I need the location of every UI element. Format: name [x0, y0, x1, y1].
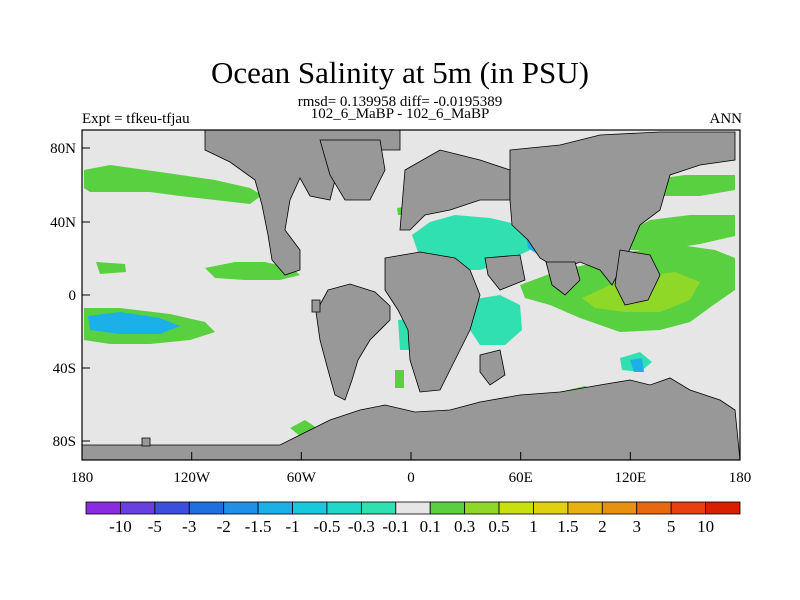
land-asia	[509, 131, 736, 286]
colorbar-swatch	[326, 501, 362, 515]
colorbar-label: 5	[667, 517, 676, 536]
map-title: Ocean Salinity at 5m (in PSU)	[211, 55, 589, 90]
colorbar-swatch	[188, 501, 225, 515]
colorbar-labels: -10 -5 -3 -2 -1.5 -1 -0.5 -0.3 -0.1 0.1 0.3 0.5 1 1.5…	[109, 517, 714, 536]
colorbar-swatch	[533, 501, 569, 515]
colorbar-label: -1	[285, 517, 299, 536]
colorbar-label: 1	[529, 517, 538, 536]
anomaly-atlantic-south	[395, 370, 404, 388]
map-subtitle-experiment: 102_6_MaBP - 102_6_MaBP	[310, 106, 490, 122]
map-subtitle-stats: rmsd= 0.139958 diff= -0.0195389	[297, 94, 503, 110]
anomaly-indian-west-cyan	[470, 295, 522, 345]
land-island-pacific	[141, 437, 151, 447]
land-island-atlantic	[311, 299, 321, 313]
colorbar-label: 3	[632, 517, 641, 536]
colorbar-label: -2	[217, 517, 231, 536]
anomaly-tropical-pacific	[205, 262, 300, 280]
colorbar-label: 2	[598, 517, 607, 536]
y-tick-label: 40N	[50, 215, 76, 231]
y-axis-ticks	[82, 147, 90, 442]
land-australia	[614, 249, 661, 306]
x-tick-label: 120W	[173, 470, 211, 486]
colorbar-swatch	[567, 501, 603, 515]
anomaly-south-pacific-cyan	[88, 312, 180, 334]
colorbar-label: 1.5	[557, 517, 578, 536]
land-europe	[399, 149, 511, 231]
colorbar-swatch	[85, 501, 121, 515]
colorbar-swatch	[257, 501, 293, 515]
colorbar-swatch	[360, 501, 397, 515]
land-greenland	[319, 139, 386, 201]
colorbar-swatch	[498, 501, 534, 515]
land-india	[545, 261, 581, 296]
y-tick-label: 0	[69, 288, 77, 304]
y-tick-labels: 80N 40N 0 40S 80S	[50, 141, 76, 450]
x-axis-ticks	[81, 452, 741, 460]
colorbar-swatch	[429, 501, 466, 515]
colorbar-label: -0.3	[348, 517, 375, 536]
colorbar-label: -5	[148, 517, 162, 536]
colorbar-swatch	[395, 501, 431, 515]
anomaly-east-asia	[624, 215, 735, 250]
x-tick-label: 180	[729, 470, 752, 486]
colorbar-label: 0.5	[488, 517, 509, 536]
colorbar-swatch	[601, 501, 638, 515]
land-south-america	[315, 283, 391, 401]
land-antarctica	[81, 377, 741, 461]
colorbar-label: -3	[182, 517, 196, 536]
land-africa	[384, 251, 481, 393]
season-label: ANN	[709, 111, 743, 127]
land-masses	[81, 129, 741, 461]
y-tick-label: 40S	[53, 361, 76, 377]
colorbar-label: 0.1	[420, 517, 441, 536]
y-tick-label: 80N	[50, 141, 76, 157]
x-tick-label: 60E	[509, 470, 533, 486]
x-tick-label: 60W	[287, 470, 317, 486]
colorbar-label: -10	[109, 517, 132, 536]
colorbar-swatch	[223, 501, 259, 515]
colorbar-swatch	[636, 501, 672, 515]
colorbar-swatch	[292, 501, 328, 515]
x-tick-label: 180	[71, 470, 94, 486]
colorbar-swatch	[464, 501, 500, 515]
anomaly-north-pacific	[84, 165, 262, 204]
colorbar-swatch	[120, 501, 156, 515]
land-madagascar	[479, 349, 506, 386]
colorbar-label: -0.5	[313, 517, 340, 536]
colorbar-swatch	[154, 501, 190, 515]
land-arabia	[484, 254, 526, 291]
colorbar-label: 0.3	[454, 517, 475, 536]
map-plot-area	[81, 129, 741, 461]
x-tick-label: 0	[407, 470, 415, 486]
experiment-label: Expt = tfkeu-tfjau	[82, 111, 190, 127]
anomaly-west-pacific-band	[96, 262, 126, 274]
colorbar	[85, 501, 741, 515]
colorbar-label: -0.1	[382, 517, 409, 536]
y-tick-label: 80S	[53, 434, 76, 450]
colorbar-swatch	[670, 501, 706, 515]
x-tick-labels: 180 120W 60W 0 60E 120E 180	[71, 470, 752, 486]
colorbar-label: -1.5	[245, 517, 272, 536]
anomaly-northwest-pacific	[650, 175, 735, 196]
colorbar-label: 10	[697, 517, 714, 536]
x-tick-label: 120E	[614, 470, 646, 486]
anomaly-southern-indian-blue	[630, 358, 644, 372]
colorbar-swatch	[705, 501, 741, 515]
